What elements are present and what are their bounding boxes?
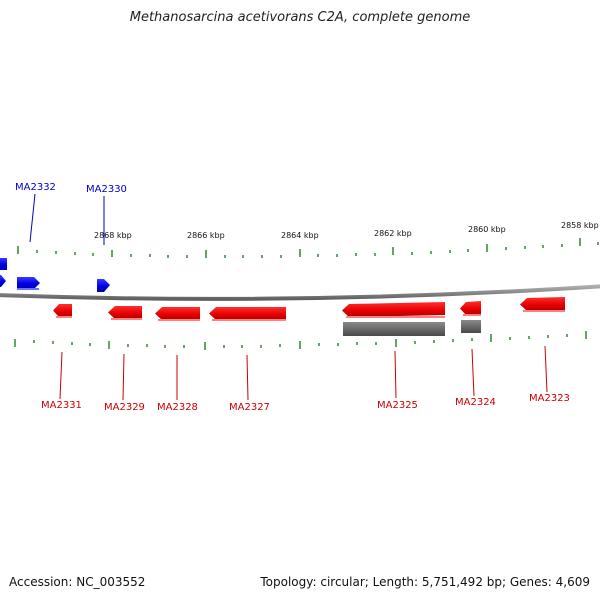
forward-gene-edge-top[interactable] — [0, 258, 7, 270]
reverse-genes — [53, 297, 565, 321]
gene-ma2324-shadow — [463, 314, 481, 316]
top-tick-row — [17, 238, 599, 258]
label-ma2327: MA2327 — [229, 402, 270, 413]
label-ma2323: MA2323 — [529, 393, 570, 404]
gene-ma2328[interactable] — [155, 307, 200, 320]
gene-ma2331-shadow — [56, 316, 72, 318]
gene-ma2323-shadow — [523, 310, 565, 312]
genome-backbone — [0, 284, 600, 301]
feature-gray-large[interactable] — [343, 322, 445, 336]
gene-ma2331[interactable] — [53, 304, 72, 317]
forward-gene-edge-bottom[interactable] — [0, 275, 6, 287]
accession-text: Accession: NC_003552 — [9, 575, 146, 589]
gene-ma2329-shadow — [111, 318, 142, 320]
label-ma2328: MA2328 — [157, 402, 198, 413]
gene-ma2324[interactable] — [460, 301, 481, 315]
label-ma2324: MA2324 — [455, 397, 496, 408]
gene-ma2327[interactable] — [209, 307, 286, 320]
gene-ma2332[interactable] — [17, 277, 40, 289]
label-ma2329: MA2329 — [104, 402, 145, 413]
other-features — [343, 320, 481, 336]
gene-ma2329[interactable] — [108, 306, 142, 319]
scale-label-2860: 2860 kbp — [468, 225, 506, 234]
label-ma2332: MA2332 — [15, 182, 56, 193]
gene-ma2327-shadow — [212, 319, 286, 321]
scale-label-2868: 2868 kbp — [94, 231, 132, 240]
gene-ma2328-shadow — [158, 319, 200, 321]
gene-ma2330[interactable] — [97, 279, 110, 292]
genome-summary-text: Topology: circular; Length: 5,751,492 bp… — [260, 575, 590, 589]
gene-ma2323[interactable] — [520, 297, 565, 311]
gene-ma2325[interactable] — [342, 302, 445, 317]
scale-label-2864: 2864 kbp — [281, 231, 319, 240]
forward-genes — [0, 258, 110, 292]
scale-label-2858: 2858 kbp — [561, 221, 599, 230]
bottom-tick-row — [14, 331, 587, 350]
label-ma2331: MA2331 — [41, 400, 82, 411]
scale-label-2862: 2862 kbp — [374, 229, 412, 238]
label-ma2325: MA2325 — [377, 400, 418, 411]
label-leader-lines — [29, 193, 548, 401]
label-ma2330: MA2330 — [86, 184, 127, 195]
scale-label-2866: 2866 kbp — [187, 231, 225, 240]
gene-ma2325-shadow — [346, 316, 445, 318]
genome-title: Methanosarcina acetivorans C2A, complete… — [129, 10, 471, 25]
gene-ma2332-shadow — [17, 288, 39, 290]
feature-gray-small[interactable] — [461, 320, 481, 333]
